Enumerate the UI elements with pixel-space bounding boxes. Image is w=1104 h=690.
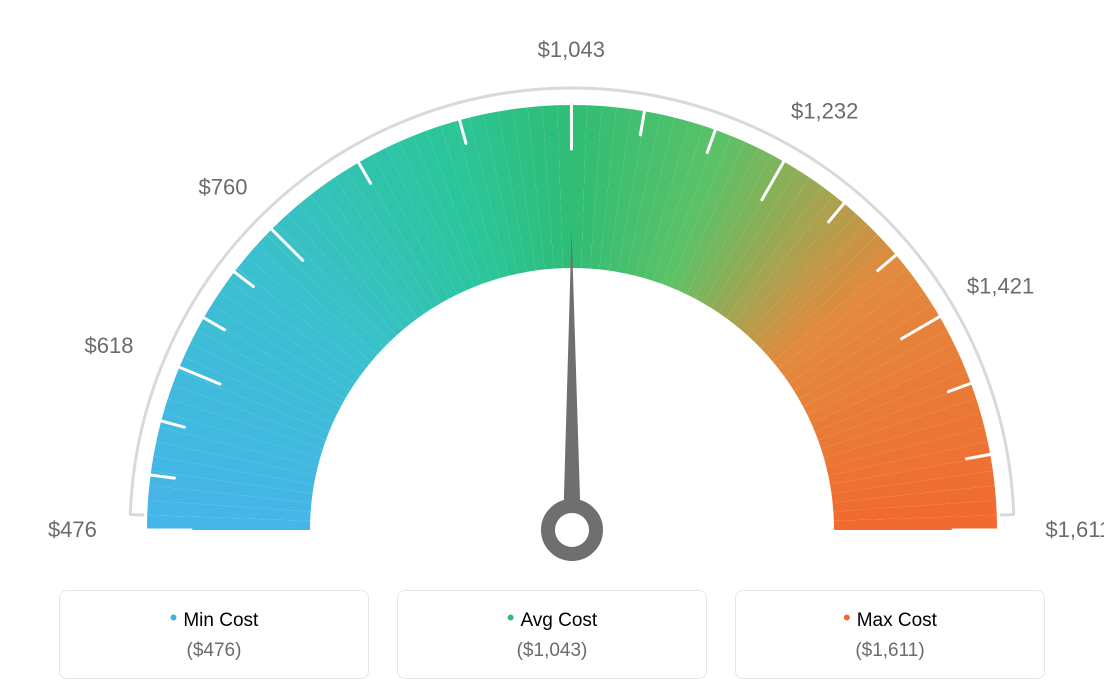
bullet-icon: •	[170, 605, 178, 630]
bullet-icon: •	[843, 605, 851, 630]
gauge-tick-label: $1,043	[538, 37, 605, 63]
legend-value-avg: ($1,043)	[398, 640, 706, 662]
gauge-needle-hub	[548, 506, 596, 554]
legend-card-avg: •Avg Cost ($1,043)	[397, 590, 707, 679]
legend-label-avg: Avg Cost	[520, 610, 597, 631]
gauge-tick-label: $476	[48, 517, 97, 543]
legend-title-min: •Min Cost	[60, 605, 368, 632]
gauge-svg	[20, 20, 1104, 580]
legend-row: •Min Cost ($476) •Avg Cost ($1,043) •Max…	[20, 590, 1084, 679]
legend-value-min: ($476)	[60, 640, 368, 662]
legend-label-min: Min Cost	[183, 610, 258, 631]
legend-title-max: • Max Cost	[736, 605, 1044, 632]
gauge-tick-label: $760	[199, 175, 248, 201]
gauge-tick-label: $1,611	[1045, 517, 1104, 543]
legend-card-min: •Min Cost ($476)	[59, 590, 369, 679]
legend-label-max: Max Cost	[857, 610, 937, 631]
legend-title-avg: •Avg Cost	[398, 605, 706, 632]
legend-card-max: • Max Cost ($1,611)	[735, 590, 1045, 679]
gauge-tick-label: $618	[85, 333, 134, 359]
legend-value-max: ($1,611)	[736, 640, 1044, 662]
gauge-needle	[563, 230, 581, 530]
bullet-icon: •	[507, 605, 515, 630]
gauge-tick-label: $1,421	[967, 273, 1034, 299]
gauge-chart: $476$618$760$1,043$1,232$1,421$1,611	[20, 20, 1084, 580]
gauge-tick-label: $1,232	[791, 98, 858, 124]
